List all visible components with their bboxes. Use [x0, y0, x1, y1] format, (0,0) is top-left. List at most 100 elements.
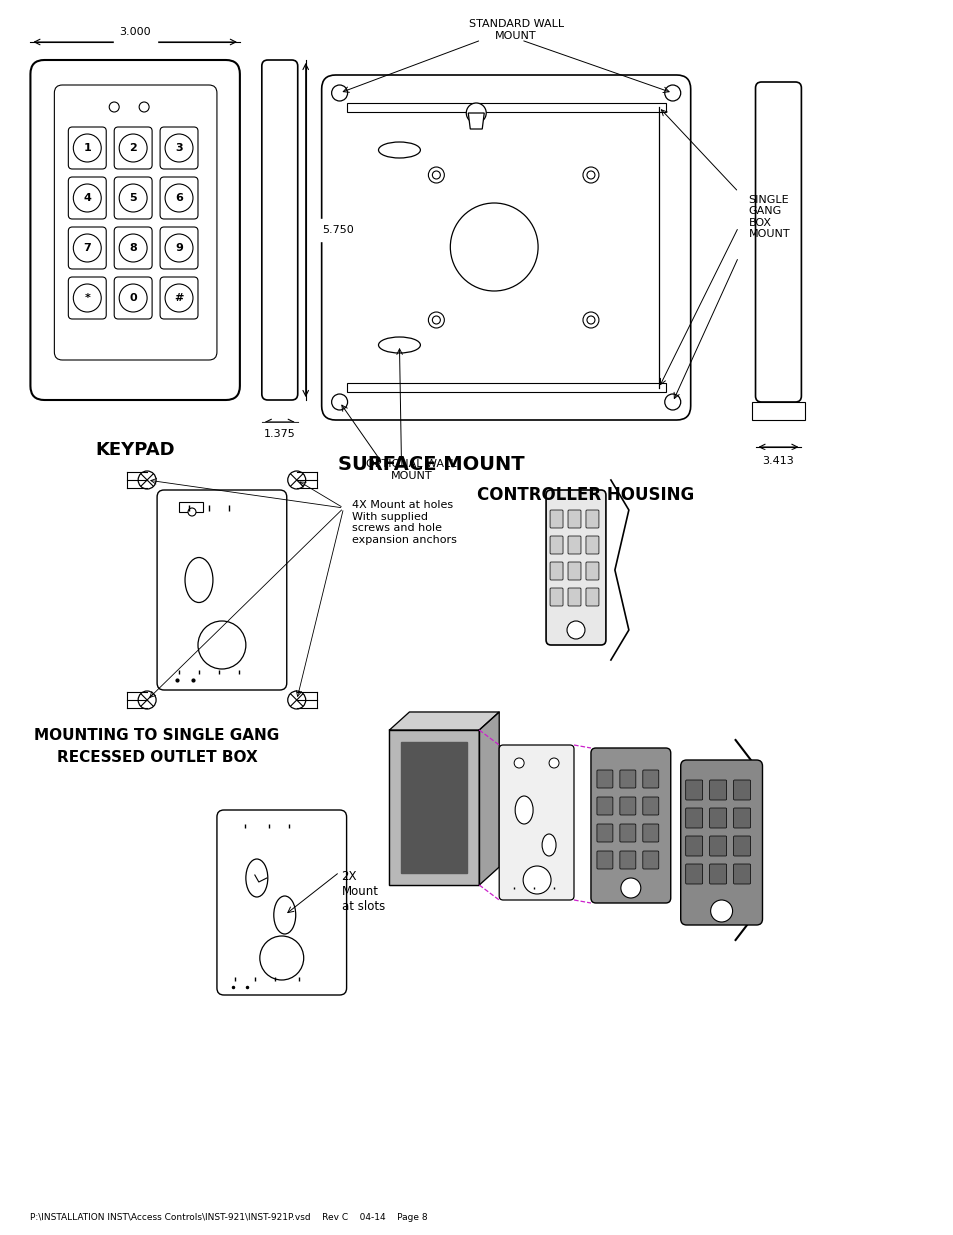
- FancyBboxPatch shape: [498, 745, 574, 900]
- FancyBboxPatch shape: [709, 808, 726, 827]
- FancyBboxPatch shape: [321, 75, 690, 420]
- FancyBboxPatch shape: [216, 810, 346, 995]
- Circle shape: [119, 233, 147, 262]
- FancyBboxPatch shape: [69, 227, 106, 269]
- Circle shape: [288, 471, 305, 489]
- Circle shape: [522, 866, 551, 894]
- Circle shape: [664, 85, 680, 101]
- FancyBboxPatch shape: [69, 127, 106, 169]
- FancyBboxPatch shape: [550, 510, 562, 529]
- Circle shape: [165, 184, 193, 212]
- FancyBboxPatch shape: [114, 127, 152, 169]
- Text: 3.413: 3.413: [761, 456, 794, 466]
- FancyBboxPatch shape: [30, 61, 239, 400]
- Circle shape: [259, 936, 303, 981]
- FancyBboxPatch shape: [709, 836, 726, 856]
- Circle shape: [450, 203, 537, 291]
- FancyBboxPatch shape: [685, 781, 702, 800]
- Ellipse shape: [378, 142, 420, 158]
- FancyBboxPatch shape: [642, 824, 659, 842]
- FancyBboxPatch shape: [642, 769, 659, 788]
- FancyBboxPatch shape: [709, 781, 726, 800]
- Text: KEYPAD: KEYPAD: [95, 441, 174, 459]
- FancyBboxPatch shape: [619, 824, 635, 842]
- Circle shape: [586, 316, 595, 324]
- Text: 0: 0: [130, 293, 137, 303]
- Polygon shape: [468, 112, 484, 128]
- Circle shape: [288, 692, 305, 709]
- FancyBboxPatch shape: [114, 277, 152, 319]
- Circle shape: [139, 103, 149, 112]
- Text: OPTIONAL WALL
MOUNT: OPTIONAL WALL MOUNT: [366, 459, 456, 480]
- FancyBboxPatch shape: [69, 177, 106, 219]
- Text: 3.000: 3.000: [119, 27, 151, 37]
- FancyBboxPatch shape: [680, 760, 761, 925]
- Ellipse shape: [185, 557, 213, 603]
- Ellipse shape: [515, 797, 533, 824]
- Circle shape: [582, 167, 598, 183]
- Text: 4: 4: [83, 193, 91, 203]
- FancyBboxPatch shape: [685, 836, 702, 856]
- FancyBboxPatch shape: [585, 510, 598, 529]
- Circle shape: [586, 170, 595, 179]
- FancyBboxPatch shape: [619, 797, 635, 815]
- Text: SURFACE MOUNT: SURFACE MOUNT: [337, 456, 524, 474]
- FancyBboxPatch shape: [642, 797, 659, 815]
- FancyBboxPatch shape: [545, 490, 605, 645]
- Circle shape: [119, 135, 147, 162]
- Ellipse shape: [378, 337, 420, 353]
- Text: STANDARD WALL
MOUNT: STANDARD WALL MOUNT: [468, 20, 563, 41]
- FancyBboxPatch shape: [567, 588, 580, 606]
- Bar: [179, 501, 203, 513]
- FancyBboxPatch shape: [585, 536, 598, 555]
- Polygon shape: [478, 713, 498, 885]
- FancyBboxPatch shape: [585, 562, 598, 580]
- Polygon shape: [389, 730, 478, 885]
- Text: 5.750: 5.750: [321, 225, 354, 235]
- Circle shape: [514, 758, 523, 768]
- Circle shape: [198, 621, 246, 669]
- FancyBboxPatch shape: [550, 562, 562, 580]
- FancyBboxPatch shape: [619, 769, 635, 788]
- Circle shape: [165, 135, 193, 162]
- Text: 6: 6: [175, 193, 183, 203]
- FancyBboxPatch shape: [755, 82, 801, 403]
- Bar: [346, 383, 665, 391]
- Circle shape: [73, 135, 101, 162]
- Circle shape: [428, 167, 444, 183]
- FancyBboxPatch shape: [550, 588, 562, 606]
- FancyBboxPatch shape: [585, 588, 598, 606]
- Text: P:\INSTALLATION INST\Access Controls\INST-921\INST-921P.vsd    Rev C    04-14   : P:\INSTALLATION INST\Access Controls\INS…: [30, 1214, 428, 1223]
- Circle shape: [73, 184, 101, 212]
- Circle shape: [138, 471, 156, 489]
- FancyBboxPatch shape: [642, 851, 659, 869]
- FancyBboxPatch shape: [685, 808, 702, 827]
- Text: 4X Mount at holes
With supplied
screws and hole
expansion anchors: 4X Mount at holes With supplied screws a…: [352, 500, 456, 545]
- FancyBboxPatch shape: [160, 127, 198, 169]
- Circle shape: [582, 312, 598, 329]
- Circle shape: [73, 233, 101, 262]
- FancyBboxPatch shape: [733, 864, 750, 884]
- Text: 8: 8: [130, 243, 137, 253]
- Bar: [389, 730, 478, 885]
- FancyBboxPatch shape: [160, 177, 198, 219]
- Text: 7: 7: [83, 243, 91, 253]
- Circle shape: [664, 394, 680, 410]
- FancyBboxPatch shape: [733, 781, 750, 800]
- Circle shape: [73, 284, 101, 312]
- FancyBboxPatch shape: [160, 277, 198, 319]
- FancyBboxPatch shape: [597, 851, 612, 869]
- Circle shape: [428, 312, 444, 329]
- FancyBboxPatch shape: [685, 864, 702, 884]
- FancyBboxPatch shape: [597, 797, 612, 815]
- FancyBboxPatch shape: [157, 490, 287, 690]
- Circle shape: [549, 758, 558, 768]
- Circle shape: [165, 284, 193, 312]
- FancyBboxPatch shape: [733, 808, 750, 827]
- Circle shape: [138, 692, 156, 709]
- Circle shape: [188, 508, 195, 516]
- Text: 2X
Mount
at slots: 2X Mount at slots: [341, 869, 384, 913]
- FancyBboxPatch shape: [550, 536, 562, 555]
- Circle shape: [332, 85, 347, 101]
- Circle shape: [119, 184, 147, 212]
